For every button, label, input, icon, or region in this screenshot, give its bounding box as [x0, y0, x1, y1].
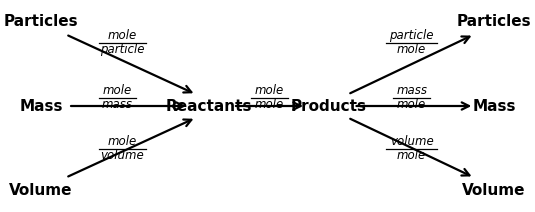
Text: mole: mole: [397, 149, 426, 162]
Text: Particles: Particles: [4, 14, 79, 29]
Text: mass: mass: [396, 84, 427, 97]
Text: mole: mole: [255, 98, 284, 111]
Text: Mass: Mass: [19, 99, 63, 113]
Text: mole: mole: [103, 84, 132, 97]
Text: volume: volume: [101, 149, 144, 162]
Text: particle: particle: [100, 43, 144, 56]
Text: mole: mole: [397, 43, 426, 56]
Text: mole: mole: [108, 135, 137, 148]
Text: Volume: Volume: [462, 183, 526, 198]
Text: Products: Products: [291, 99, 367, 113]
Text: particle: particle: [389, 29, 434, 42]
Text: Particles: Particles: [456, 14, 531, 29]
Text: mass: mass: [102, 98, 133, 111]
Text: mole: mole: [255, 84, 284, 97]
Text: Reactants: Reactants: [165, 99, 251, 113]
Text: mole: mole: [397, 98, 426, 111]
Text: Volume: Volume: [9, 183, 73, 198]
Text: volume: volume: [390, 135, 433, 148]
Text: mole: mole: [108, 29, 137, 42]
Text: Mass: Mass: [472, 99, 516, 113]
